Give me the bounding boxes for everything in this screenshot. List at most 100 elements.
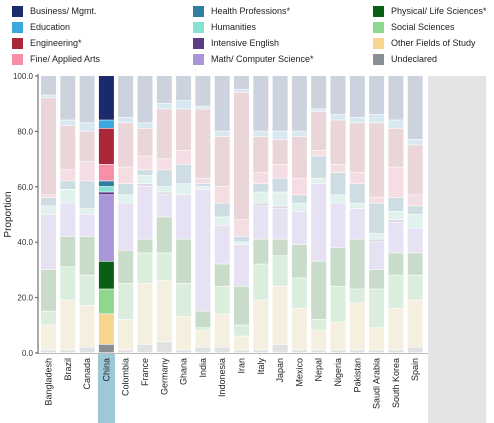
bar-segment-humanities[interactable] [41,206,56,214]
bar-segment-intensive-english[interactable] [156,192,172,195]
bar-segment-education[interactable] [195,106,211,109]
bar-segment-business-mgmt[interactable] [176,76,192,101]
bar-segment-other-fields-of-study[interactable] [388,308,404,350]
bar-segment-social-sciences[interactable] [291,278,307,309]
bar-segment-other-fields-of-study[interactable] [291,308,307,350]
bar-segment-intensive-english[interactable] [253,203,269,206]
bar-segment-education[interactable] [311,109,327,112]
bar-segment-social-sciences[interactable] [156,253,172,281]
bar-stack-pakistan[interactable] [349,76,365,353]
bar-segment-humanities[interactable] [156,186,172,192]
bar-stack-indonesia[interactable] [214,76,230,353]
bar-segment-math-computer-science[interactable] [118,203,134,250]
legend-item-math-computer-science[interactable]: Math/ Computer Science* [193,52,314,66]
bar-segment-math-computer-science[interactable] [79,214,95,237]
bar-segment-education[interactable] [388,120,404,129]
bar-segment-business-mgmt[interactable] [137,76,153,123]
bar-segment-social-sciences[interactable] [176,283,192,317]
bar-segment-education[interactable] [137,123,153,129]
bar-stack-nigeria[interactable] [330,76,346,353]
bar-segment-engineering[interactable] [234,92,249,220]
bar-segment-undeclared[interactable] [195,347,211,353]
bar-segment-humanities[interactable] [195,186,211,189]
bar-segment-humanities[interactable] [234,242,249,245]
bar-segment-math-computer-science[interactable] [41,214,56,270]
bar-segment-undeclared[interactable] [291,350,307,353]
bar-stack-colombia[interactable] [118,76,134,353]
bar-segment-undeclared[interactable] [137,344,153,353]
bar-segment-physical-life-sciences[interactable] [388,253,404,275]
bar-segment-fine-applied-arts[interactable] [60,170,76,181]
bar-stack-italy[interactable] [253,76,269,353]
legend-item-fine-applied-arts[interactable]: Fine/ Applied Arts [12,52,100,66]
legend-item-humanities[interactable]: Humanities [193,20,256,34]
bar-segment-fine-applied-arts[interactable] [156,159,172,170]
bar-segment-math-computer-science[interactable] [369,242,385,270]
bar-segment-physical-life-sciences[interactable] [253,239,269,264]
bar-segment-physical-life-sciences[interactable] [98,261,114,289]
bar-segment-engineering[interactable] [349,123,365,173]
bar-segment-business-mgmt[interactable] [79,76,95,123]
bar-segment-health-professions[interactable] [79,181,95,209]
bar-segment-business-mgmt[interactable] [311,76,327,109]
bar-segment-education[interactable] [214,131,230,137]
bar-stack-india[interactable] [195,76,211,353]
bar-segment-humanities[interactable] [118,195,134,203]
bar-segment-physical-life-sciences[interactable] [330,247,346,286]
bar-segment-engineering[interactable] [388,128,404,167]
bar-segment-education[interactable] [234,89,249,93]
bar-segment-humanities[interactable] [176,184,192,195]
bar-segment-physical-life-sciences[interactable] [137,239,153,253]
bar-segment-business-mgmt[interactable] [253,76,269,131]
bar-segment-engineering[interactable] [60,125,76,170]
bar-segment-fine-applied-arts[interactable] [79,161,95,181]
bar-segment-business-mgmt[interactable] [349,76,365,117]
bar-segment-other-fields-of-study[interactable] [118,319,134,350]
bar-segment-health-professions[interactable] [234,236,249,242]
bar-segment-physical-life-sciences[interactable] [176,239,192,284]
bar-segment-social-sciences[interactable] [79,275,95,306]
bar-segment-math-computer-science[interactable] [234,244,249,286]
bar-segment-engineering[interactable] [195,109,211,178]
bar-segment-social-sciences[interactable] [349,289,365,303]
bar-segment-education[interactable] [79,123,95,131]
bar-segment-intensive-english[interactable] [272,206,288,209]
bar-segment-other-fields-of-study[interactable] [349,303,365,350]
bar-segment-social-sciences[interactable] [388,275,404,309]
bar-segment-other-fields-of-study[interactable] [214,314,230,347]
bar-segment-business-mgmt[interactable] [156,76,172,104]
bar-segment-math-computer-science[interactable] [137,186,153,239]
bar-segment-humanities[interactable] [291,203,307,212]
bar-segment-social-sciences[interactable] [98,289,114,314]
bar-stack-spain[interactable] [407,76,423,353]
bar-segment-math-computer-science[interactable] [272,208,288,239]
bar-segment-fine-applied-arts[interactable] [137,156,153,170]
bar-segment-health-professions[interactable] [60,181,76,189]
bar-segment-physical-life-sciences[interactable] [195,311,211,328]
bar-segment-other-fields-of-study[interactable] [253,300,269,350]
bar-segment-fine-applied-arts[interactable] [407,195,423,206]
bar-segment-other-fields-of-study[interactable] [79,305,95,347]
bar-stack-saudi-arabia[interactable] [369,76,385,353]
bar-segment-social-sciences[interactable] [118,283,134,320]
bar-segment-humanities[interactable] [272,192,288,206]
bar-segment-health-professions[interactable] [388,197,404,212]
bar-segment-other-fields-of-study[interactable] [311,330,327,350]
bar-segment-health-professions[interactable] [195,184,211,187]
bar-segment-business-mgmt[interactable] [98,76,114,120]
bar-segment-math-computer-science[interactable] [311,184,327,261]
bar-segment-business-mgmt[interactable] [330,76,346,115]
bar-segment-engineering[interactable] [291,136,307,178]
bar-segment-physical-life-sciences[interactable] [407,253,423,275]
bar-segment-undeclared[interactable] [98,344,114,353]
bar-segment-social-sciences[interactable] [195,328,211,331]
bar-segment-physical-life-sciences[interactable] [349,239,365,289]
legend-item-intensive-english[interactable]: Intensive English [193,36,279,50]
bar-stack-france[interactable] [137,76,153,353]
bar-segment-physical-life-sciences[interactable] [369,269,385,289]
bar-stack-iran[interactable] [234,76,249,353]
bar-segment-physical-life-sciences[interactable] [156,217,172,253]
bar-segment-undeclared[interactable] [60,350,76,353]
bar-segment-education[interactable] [349,117,365,123]
bar-segment-business-mgmt[interactable] [118,76,134,117]
